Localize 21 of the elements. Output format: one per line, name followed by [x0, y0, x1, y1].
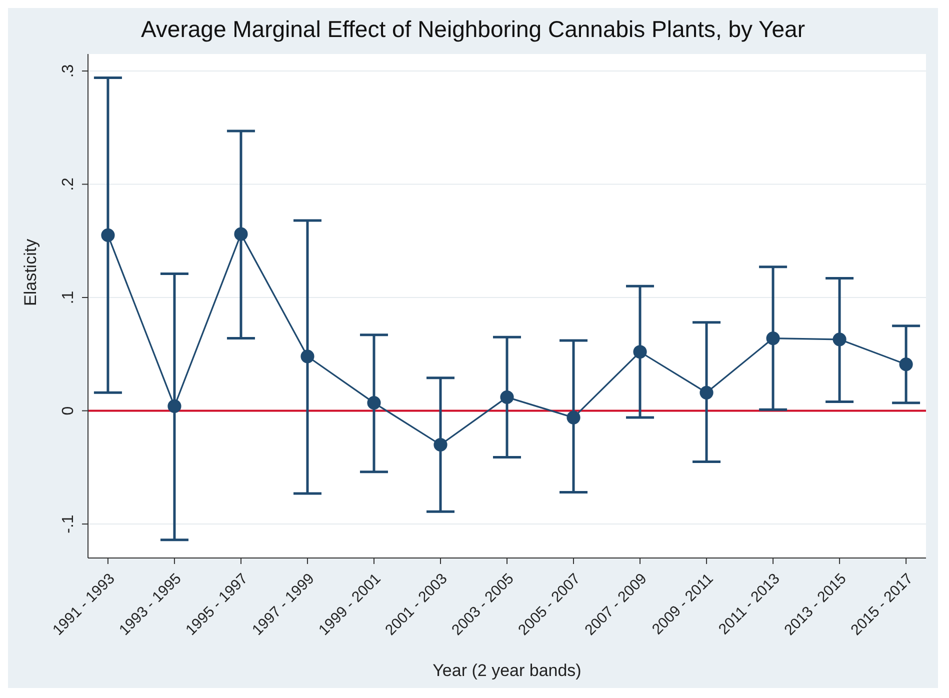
y-tick-label: 0 — [60, 406, 77, 416]
point — [101, 228, 115, 242]
point — [566, 410, 580, 424]
y-tick-label: -.1 — [60, 514, 77, 534]
point — [500, 390, 514, 404]
y-tick-label: .1 — [60, 290, 77, 304]
y-axis-title: Elasticity — [21, 238, 40, 306]
point — [434, 438, 448, 452]
point — [899, 358, 913, 372]
y-tick-label: .3 — [60, 64, 77, 78]
point — [367, 396, 381, 410]
point — [633, 345, 647, 359]
chart-title: Average Marginal Effect of Neighboring Cannabis Plants, by Year — [140, 15, 806, 44]
x-axis-title: Year (2 year bands) — [432, 661, 582, 680]
point — [168, 399, 182, 414]
point — [832, 332, 846, 346]
point — [234, 227, 248, 241]
y-tick-label: .2 — [60, 177, 77, 191]
point — [766, 331, 780, 346]
point — [700, 386, 714, 400]
point — [300, 350, 314, 364]
